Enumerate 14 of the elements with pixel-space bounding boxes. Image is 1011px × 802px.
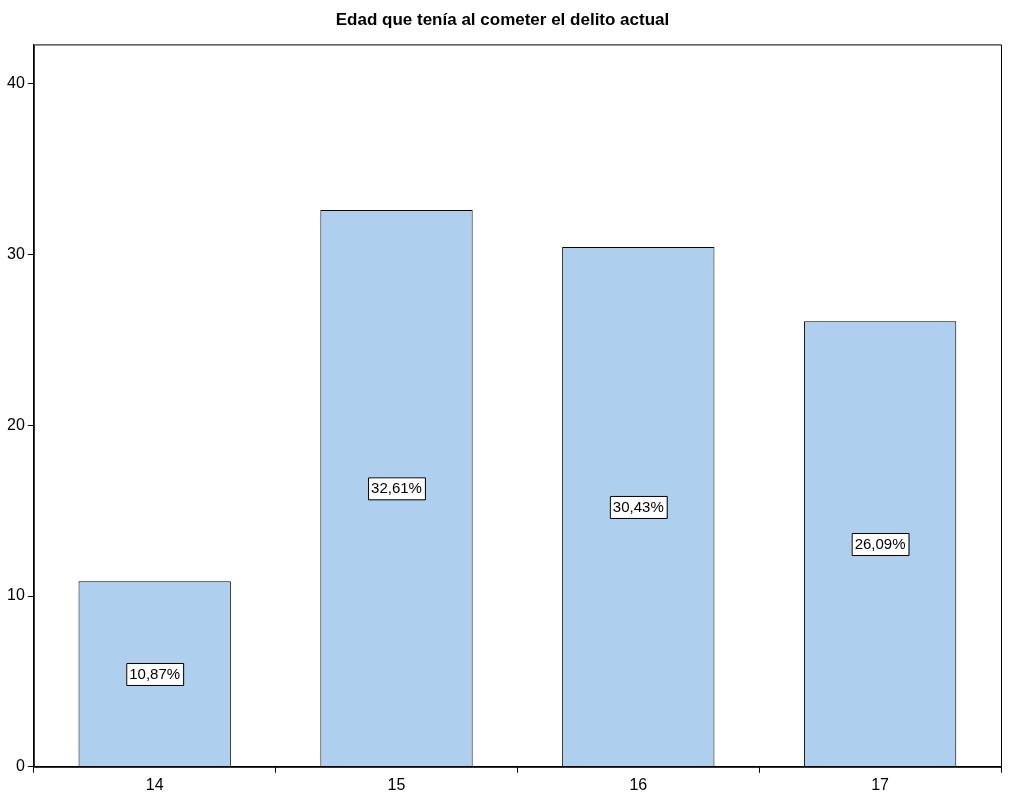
data-label: 30,43%: [612, 498, 664, 516]
x-tick-label: 15: [387, 775, 406, 793]
x-tick-label: 16: [629, 775, 648, 793]
chart-title: Edad que tenía al cometer el delito actual: [335, 9, 670, 29]
data-label: 26,09%: [854, 535, 906, 553]
x-tick-label: 17: [871, 775, 890, 793]
y-tick-label: 30: [7, 244, 25, 262]
y-tick-label: 10: [7, 586, 25, 604]
y-tick-label: 40: [7, 74, 25, 92]
data-label: 10,87%: [129, 665, 181, 683]
y-tick-label: 0: [15, 757, 25, 775]
y-tick-label: 20: [7, 415, 25, 433]
data-label: 32,61%: [371, 479, 422, 497]
x-tick-label: 14: [145, 775, 164, 793]
